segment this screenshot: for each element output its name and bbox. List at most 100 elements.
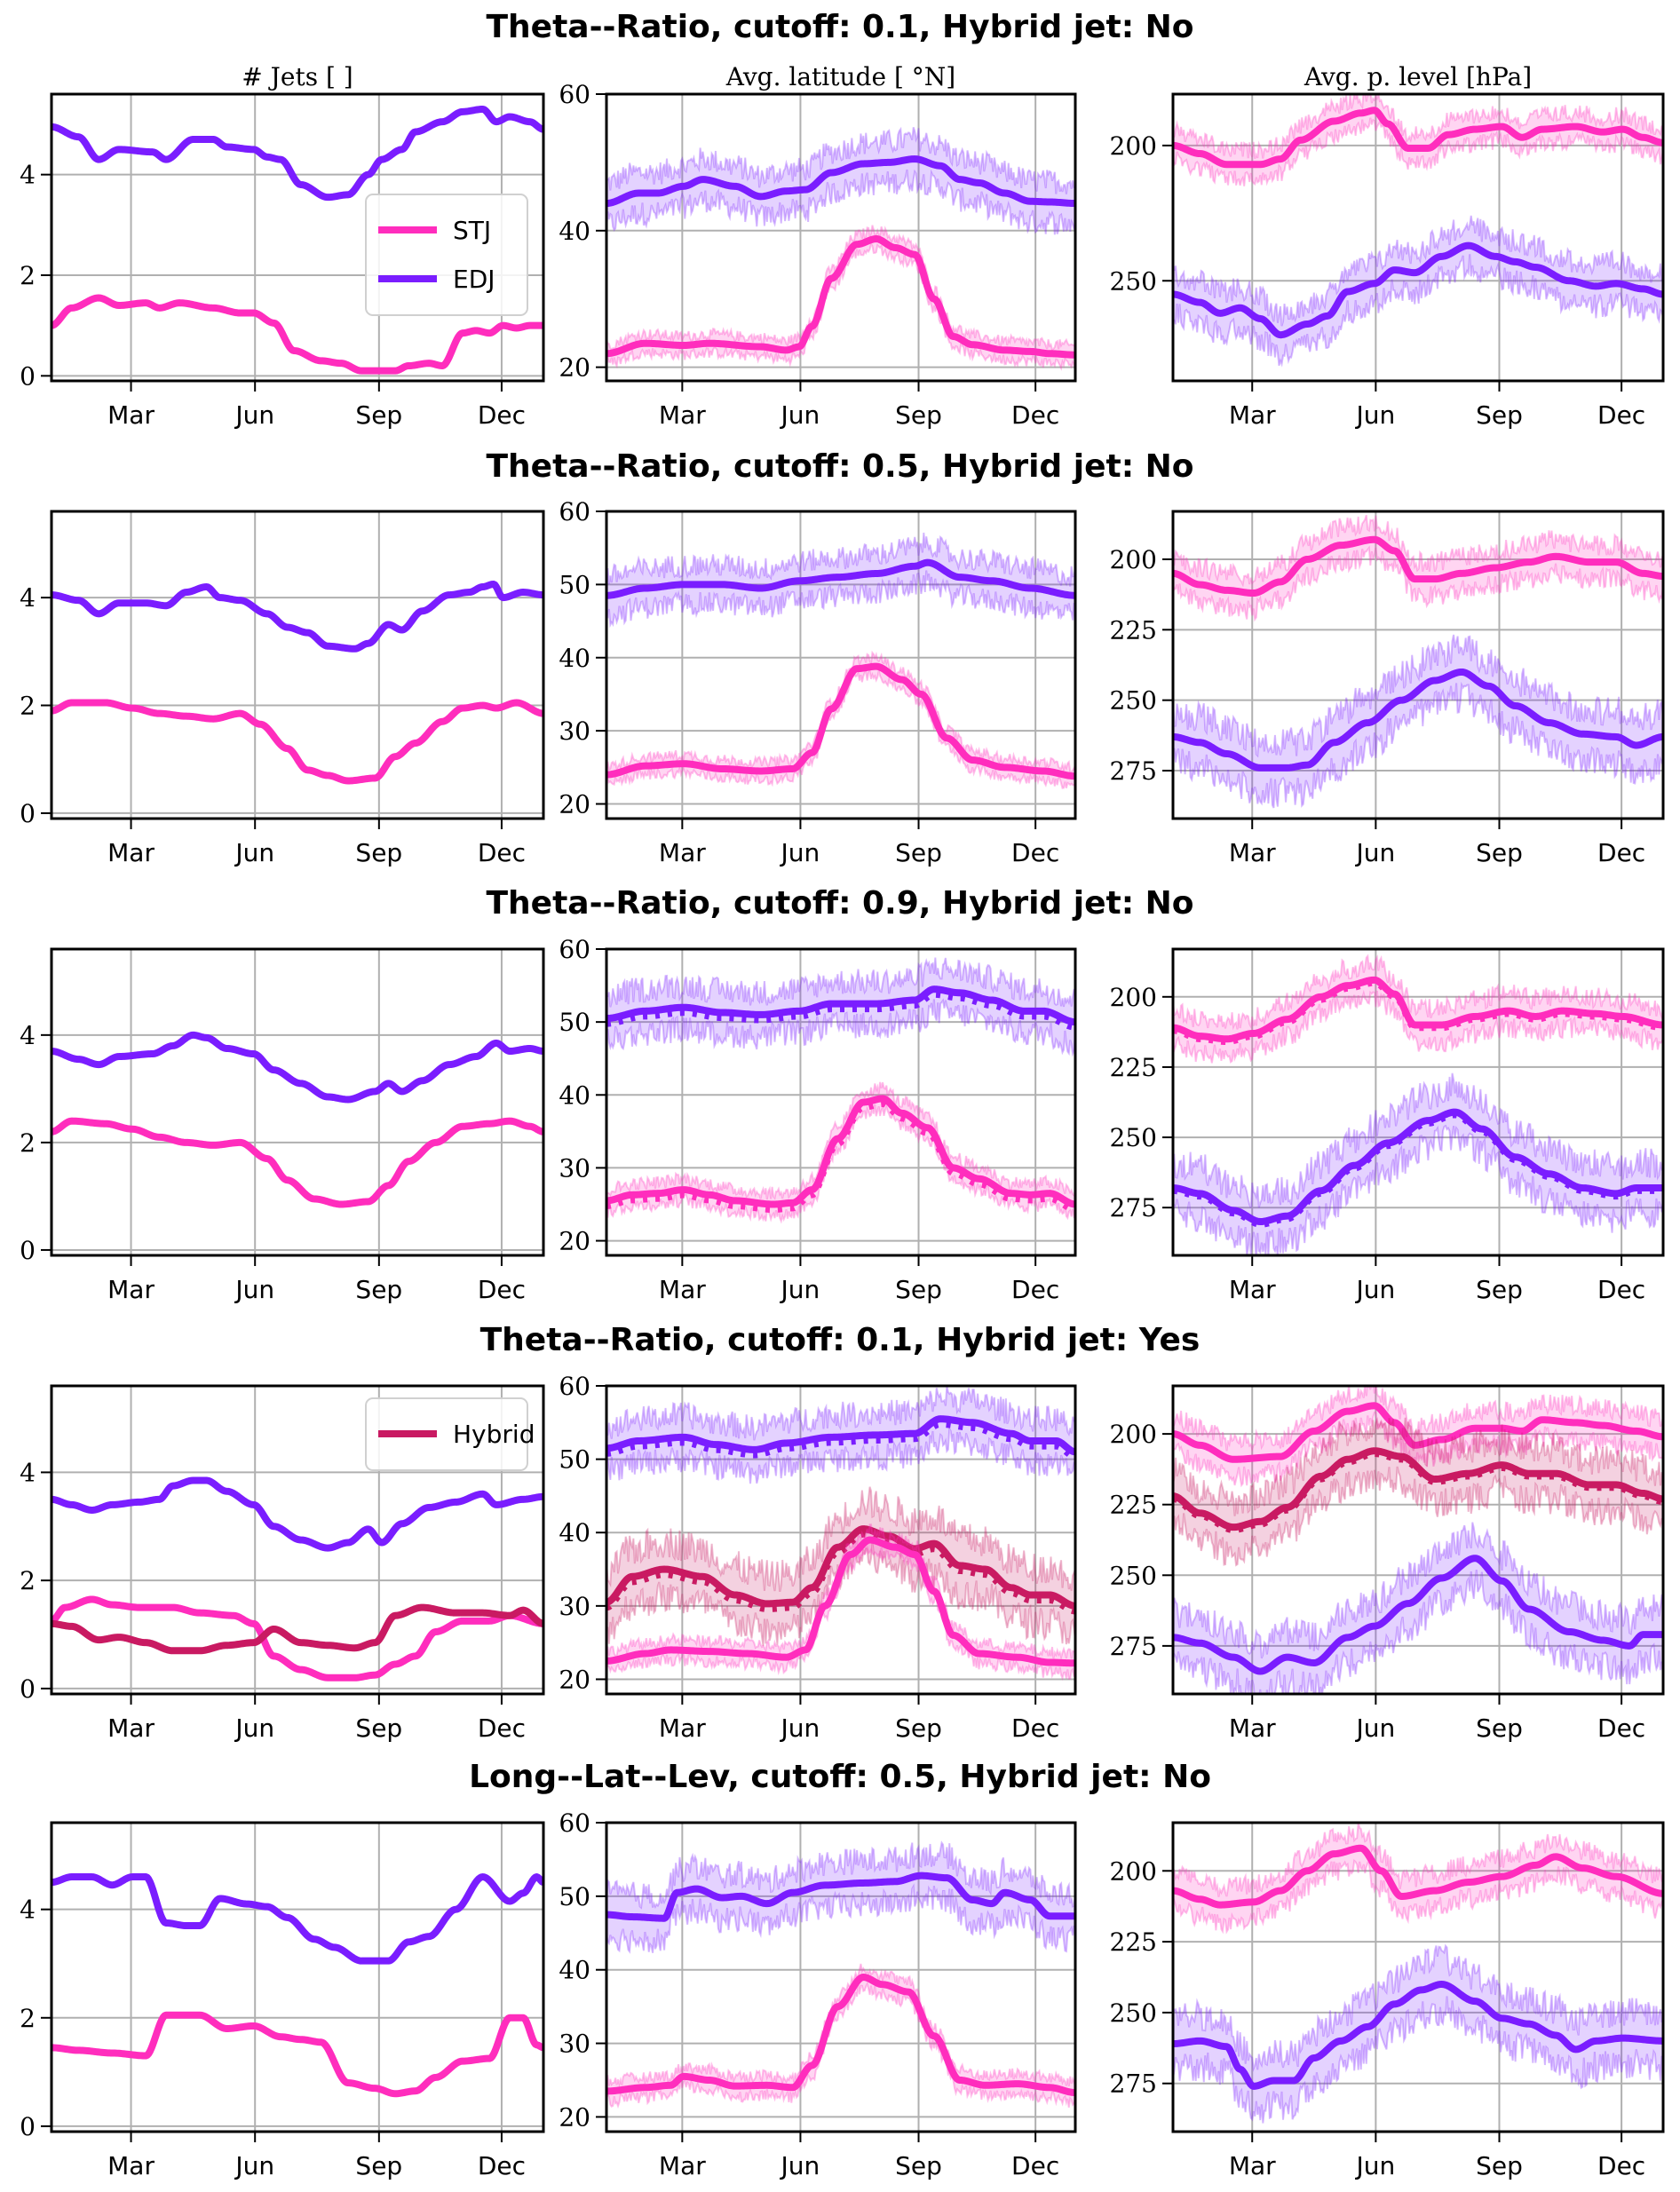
panel-count: # Jets [ ] Mar Jun Sep Dec 0 2 4 STJ EDJ — [20, 62, 545, 430]
y-tick-label: 20 — [559, 1227, 590, 1256]
y-tick-label: 40 — [559, 644, 590, 673]
series-dotted-edj — [606, 992, 1075, 1031]
envelope-upper-hybrid — [606, 1486, 1075, 1593]
x-tick-label: Sep — [1476, 838, 1523, 867]
x-tick-label: Sep — [355, 400, 402, 430]
plot-area — [606, 957, 1075, 1224]
series-line-stj — [606, 662, 1075, 780]
y-tick-label: 50 — [559, 1882, 590, 1911]
y-tick-label: 20 — [559, 2102, 590, 2132]
plot-area — [606, 1840, 1075, 2109]
envelope-upper-edj — [606, 957, 1075, 1008]
envelope-upper-edj — [1173, 1124, 1663, 1255]
envelope-edj — [606, 127, 1075, 235]
y-tick-label: 200 — [1110, 1420, 1157, 1449]
series-dotted-hybrid — [606, 1531, 1075, 1615]
envelope-lower-stj — [1173, 1386, 1663, 1452]
x-tick-label: Dec — [478, 1275, 526, 1304]
row-title: Theta--Ratio, cutoff: 0.1, Hybrid jet: Y… — [480, 1322, 1201, 1358]
y-tick-label: 20 — [559, 790, 590, 819]
x-tick-label: Mar — [659, 1275, 706, 1304]
series-line-hybrid — [52, 1603, 543, 1655]
y-tick-label: 200 — [1110, 983, 1157, 1012]
envelope-lower-edj — [1173, 1072, 1663, 1208]
y-tick-label: 4 — [20, 583, 36, 613]
y-tick-label: 40 — [559, 1518, 590, 1547]
envelope-upper-stj — [1173, 117, 1663, 186]
x-tick-label: Mar — [659, 1713, 706, 1743]
series-line-stj — [1173, 1844, 1663, 1909]
y-tick-label: 50 — [559, 1445, 590, 1475]
plot-area — [52, 1031, 543, 1208]
envelope-upper-edj — [606, 1386, 1075, 1441]
x-tick-label: Mar — [659, 2151, 706, 2180]
x-tick-label: Mar — [659, 838, 706, 867]
x-tick-label: Sep — [355, 1275, 402, 1304]
x-tick-label: Mar — [659, 400, 706, 430]
x-tick-label: Sep — [355, 2151, 402, 2180]
y-tick-label: 40 — [559, 1080, 590, 1110]
y-tick-label: 4 — [20, 1458, 36, 1487]
x-tick-label: Mar — [1229, 838, 1276, 867]
row-title: Theta--Ratio, cutoff: 0.9, Hybrid jet: N… — [487, 885, 1194, 922]
plot-area — [1173, 514, 1663, 809]
series-line-stj — [606, 235, 1075, 359]
panel-lat: Mar Jun Sep Dec 20 30 40 50 60 — [559, 1372, 1077, 1743]
y-tick-label: 40 — [559, 217, 590, 246]
x-tick-label: Jun — [234, 1713, 274, 1743]
series-line-stj — [52, 1117, 543, 1208]
axes-frame — [1171, 510, 1665, 820]
envelope-upper-edj — [606, 126, 1075, 194]
series-dotted-stj — [606, 1101, 1075, 1214]
envelope-upper-stj — [606, 650, 1075, 773]
panel-title: Avg. p. level [hPa] — [1304, 62, 1532, 91]
envelope-lower-edj — [606, 998, 1075, 1057]
y-tick-label: 275 — [1110, 756, 1157, 786]
series-line-edj — [1173, 241, 1663, 339]
x-tick-label: Sep — [895, 2151, 942, 2180]
y-tick-label: 50 — [559, 1008, 590, 1037]
envelope-lower-edj — [606, 570, 1075, 629]
series-line-stj — [52, 2011, 543, 2098]
series-line-stj — [606, 1095, 1075, 1208]
x-tick-label: Jun — [234, 2151, 274, 2180]
x-tick-label: Dec — [478, 838, 526, 867]
y-tick-label: 20 — [559, 1665, 590, 1694]
series-line-edj — [1173, 1555, 1663, 1675]
y-tick-label: 20 — [559, 353, 590, 383]
series-line-edj — [52, 106, 543, 202]
y-tick-label: 30 — [559, 1153, 590, 1183]
x-tick-label: Jun — [1354, 2151, 1395, 2180]
plot-area — [52, 580, 543, 785]
y-tick-label: 4 — [20, 1895, 36, 1925]
y-tick-label: 4 — [20, 161, 36, 190]
envelope-lower-stj — [606, 1104, 1075, 1224]
plot-area — [1173, 1386, 1663, 1694]
x-tick-label: Sep — [895, 1275, 942, 1304]
envelope-upper-stj — [1173, 1858, 1663, 1935]
y-tick-label: 60 — [559, 80, 590, 109]
plot-area — [52, 1476, 543, 1682]
panel-lat: Mar Jun Sep Dec 20 30 40 50 60 — [559, 1808, 1077, 2180]
legend-box — [365, 1397, 528, 1471]
x-tick-label: Mar — [1229, 1713, 1276, 1743]
y-tick-label: 275 — [1110, 1193, 1157, 1223]
series-line-stj — [1173, 107, 1663, 169]
x-tick-label: Jun — [234, 400, 274, 430]
x-tick-label: Dec — [1597, 1275, 1645, 1304]
panel-plev: Mar Jun Sep Dec 200 225 250 275 — [1110, 510, 1665, 867]
axes-frame — [605, 1384, 1077, 1696]
x-tick-label: Jun — [1354, 1713, 1395, 1743]
row-3: Theta--Ratio, cutoff: 0.9, Hybrid jet: N… — [20, 885, 1665, 1304]
legend: STJ EDJ — [365, 194, 528, 317]
envelope-hybrid — [1173, 1417, 1663, 1565]
plot-area — [52, 1873, 543, 2098]
x-tick-label: Dec — [1011, 1713, 1059, 1743]
y-tick-label: 275 — [1110, 2069, 1157, 2099]
plot-area — [606, 532, 1075, 789]
plot-area — [606, 126, 1075, 371]
y-tick-label: 60 — [559, 1808, 590, 1838]
axes-frame — [1171, 92, 1665, 383]
series-line-stj — [52, 294, 543, 375]
envelope-lower-edj — [1173, 634, 1663, 758]
